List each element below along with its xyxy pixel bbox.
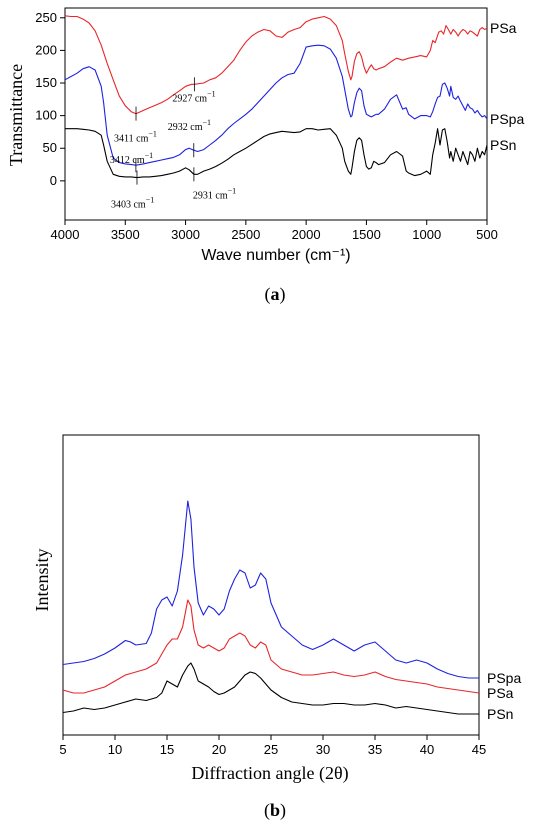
- y-tick-label-a: 200: [35, 42, 57, 57]
- caption-a: (a): [264, 284, 286, 304]
- y-tick-label-a: 50: [43, 140, 57, 155]
- series-line-psa: [62, 599, 480, 694]
- x-tick-label-b: 25: [264, 742, 278, 757]
- annotation-label: 2927 cm−1: [172, 89, 215, 104]
- x-tick-label-b: 15: [160, 742, 174, 757]
- series-label-psn: PSn: [490, 137, 516, 153]
- x-tick-label-a: 1500: [352, 227, 381, 242]
- x-axis-label-a: Wave number (cm⁻¹): [201, 247, 350, 264]
- annotation-label: 3403 cm−1: [111, 196, 154, 211]
- x-tick-label-a: 4000: [51, 227, 80, 242]
- annotation-text: 2931 cm: [193, 190, 228, 201]
- y-axis-label-a: Transmittance: [6, 64, 26, 166]
- annotation-label: 2931 cm−1: [193, 186, 236, 201]
- annotation-text: 3411 cm: [114, 134, 149, 145]
- y-tick-label-a: 250: [35, 10, 57, 25]
- series-line-pspa: [62, 500, 479, 679]
- series-label-pspa: PSpa: [490, 111, 524, 127]
- panel-label-b: b: [269, 800, 280, 820]
- series-line-psn: [65, 128, 488, 179]
- y-tick-label-a: 100: [35, 108, 57, 123]
- caption-b: (b): [263, 800, 286, 820]
- x-tick-label-b: 5: [59, 742, 66, 757]
- series-label-psa: PSa: [490, 20, 517, 36]
- series-label-pspa: PSpa: [487, 670, 521, 686]
- series-line-psn: [62, 662, 479, 715]
- y-tick-label-a: 150: [35, 75, 57, 90]
- x-tick-label-a: 2500: [231, 227, 260, 242]
- annotation-superscript: −1: [145, 151, 154, 160]
- annotation-superscript: −1: [146, 196, 155, 205]
- annotation-text: 3412 cm: [110, 155, 145, 166]
- annotation-text: 3403 cm: [111, 200, 146, 211]
- x-tick-label-a: 3500: [111, 227, 140, 242]
- annotation-label: 2932 cm−1: [168, 118, 211, 133]
- annotation-superscript: −1: [228, 186, 237, 195]
- annotation-label: 3412 cm−1: [110, 151, 153, 166]
- x-tick-label-b: 40: [420, 742, 434, 757]
- annotation-superscript: −1: [207, 89, 216, 98]
- series-line-psa: [64, 15, 488, 115]
- series-line-pspa: [64, 44, 488, 166]
- x-axis-label-b: Diffraction angle (2θ): [191, 763, 348, 784]
- annotation-text: 2927 cm: [172, 93, 207, 104]
- x-tick-label-b: 20: [212, 742, 226, 757]
- annotation-superscript: −1: [148, 130, 157, 139]
- x-tick-label-b: 45: [472, 742, 486, 757]
- annotation-superscript: −1: [202, 118, 211, 127]
- plot-frame-a: [64, 7, 488, 221]
- xrd-panel-b: 5 10 15 20 25 30 35 40 45 Diffraction angle (2θ)…: [32, 434, 521, 784]
- x-tick-label-a: 500: [476, 227, 498, 242]
- annotation-label: 3411 cm−1: [114, 130, 157, 145]
- x-tick-label-b: 30: [316, 742, 330, 757]
- x-tick-label-a: 3000: [171, 227, 200, 242]
- series-label-psn: PSn: [487, 706, 513, 722]
- y-tick-label-a: 0: [50, 173, 57, 188]
- x-tick-label-a: 2000: [292, 227, 321, 242]
- x-tick-label-b: 35: [368, 742, 382, 757]
- y-axis-label-b: Intensity: [32, 549, 52, 612]
- ftir-panel-a: 4000 3500 3000 2500 2000 1500 1000 500 0 50 100 150…: [6, 7, 524, 264]
- annotation-text: 2932 cm: [168, 122, 203, 133]
- series-label-psa: PSa: [487, 685, 514, 701]
- panel-label-a: a: [270, 284, 280, 304]
- x-tick-label-b: 10: [108, 742, 122, 757]
- x-tick-label-a: 1000: [412, 227, 441, 242]
